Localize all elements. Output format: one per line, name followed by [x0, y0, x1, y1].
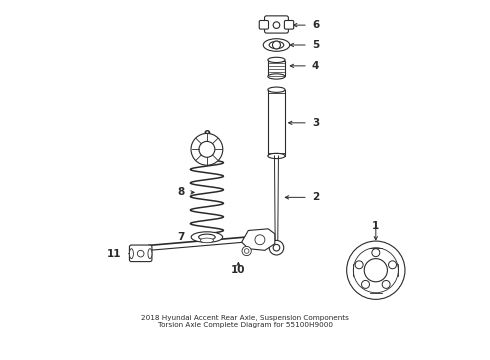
Polygon shape: [268, 60, 285, 76]
Ellipse shape: [148, 249, 152, 258]
Text: 9: 9: [203, 130, 211, 140]
FancyBboxPatch shape: [284, 21, 294, 29]
Ellipse shape: [268, 57, 285, 63]
FancyBboxPatch shape: [265, 16, 289, 33]
Text: 3: 3: [312, 118, 319, 128]
Circle shape: [137, 250, 144, 257]
Ellipse shape: [200, 238, 214, 243]
Ellipse shape: [198, 234, 215, 240]
Ellipse shape: [263, 39, 290, 51]
Text: 2018 Hyundai Accent Rear Axle, Suspension Components
Torsion Axle Complete Diagr: 2018 Hyundai Accent Rear Axle, Suspensio…: [141, 315, 349, 328]
FancyBboxPatch shape: [129, 245, 152, 262]
Circle shape: [362, 280, 369, 288]
Circle shape: [364, 258, 388, 282]
Ellipse shape: [269, 41, 284, 49]
Circle shape: [273, 244, 280, 251]
Circle shape: [191, 134, 223, 165]
Text: 10: 10: [231, 265, 245, 275]
Ellipse shape: [191, 232, 222, 242]
Ellipse shape: [268, 153, 285, 159]
Circle shape: [199, 141, 215, 157]
Text: 1: 1: [372, 221, 379, 230]
Circle shape: [272, 41, 280, 49]
Text: 6: 6: [312, 20, 319, 30]
Circle shape: [382, 280, 390, 288]
Circle shape: [353, 248, 398, 293]
Text: 4: 4: [312, 61, 319, 71]
Text: 5: 5: [312, 40, 319, 50]
Polygon shape: [242, 229, 275, 250]
Circle shape: [269, 240, 284, 255]
Circle shape: [273, 22, 280, 28]
Circle shape: [255, 235, 265, 245]
Text: 2: 2: [312, 192, 319, 202]
Text: 11: 11: [107, 249, 122, 258]
Circle shape: [347, 241, 405, 300]
FancyBboxPatch shape: [259, 21, 269, 29]
Polygon shape: [268, 90, 285, 156]
Circle shape: [245, 249, 249, 253]
Circle shape: [355, 261, 363, 269]
Text: 7: 7: [177, 232, 185, 242]
Ellipse shape: [268, 87, 285, 93]
Ellipse shape: [268, 74, 285, 79]
Circle shape: [389, 261, 396, 269]
Ellipse shape: [129, 249, 133, 258]
Circle shape: [242, 246, 251, 256]
Text: 8: 8: [177, 188, 185, 197]
Circle shape: [372, 249, 380, 257]
